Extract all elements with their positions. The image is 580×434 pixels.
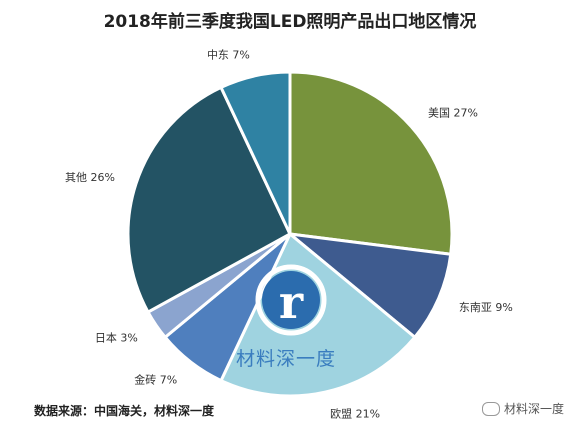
slice-label: 金砖 7%: [134, 372, 177, 386]
slice-labels: 美国 27% 东南亚 9% 欧盟 21% 金砖 7% 日本 3% 其他 26% 中东 7%: [65, 48, 513, 420]
slice-label: 其他 26%: [65, 171, 115, 184]
slice-label: 欧盟 21%: [330, 408, 380, 421]
logo-disc: [262, 271, 320, 329]
logo-letter: r: [279, 275, 304, 329]
wechat-icon: [481, 401, 500, 416]
slice-label: 中东 7%: [207, 48, 250, 61]
data-source: 数据来源：中国海关，材料深一度: [34, 404, 215, 418]
pie-slices: [126, 70, 454, 398]
pie-slice: [288, 232, 453, 339]
pie-slice: [126, 85, 292, 314]
corner-watermark: 材料深一度: [481, 400, 564, 417]
pie-slice: [219, 70, 292, 236]
logo-ring: [255, 264, 327, 336]
pie-slice: [288, 70, 454, 256]
corner-watermark-text: 材料深一度: [503, 402, 564, 416]
slice-label: 美国 27%: [428, 106, 478, 119]
watermark-logo: r: [255, 264, 327, 336]
slice-label: 日本 3%: [95, 330, 138, 344]
slice-label: 东南亚 9%: [459, 301, 513, 314]
chart-title: 2018年前三季度我国LED照明产品出口地区情况: [104, 11, 477, 32]
watermark-text: 材料深一度: [236, 348, 337, 370]
